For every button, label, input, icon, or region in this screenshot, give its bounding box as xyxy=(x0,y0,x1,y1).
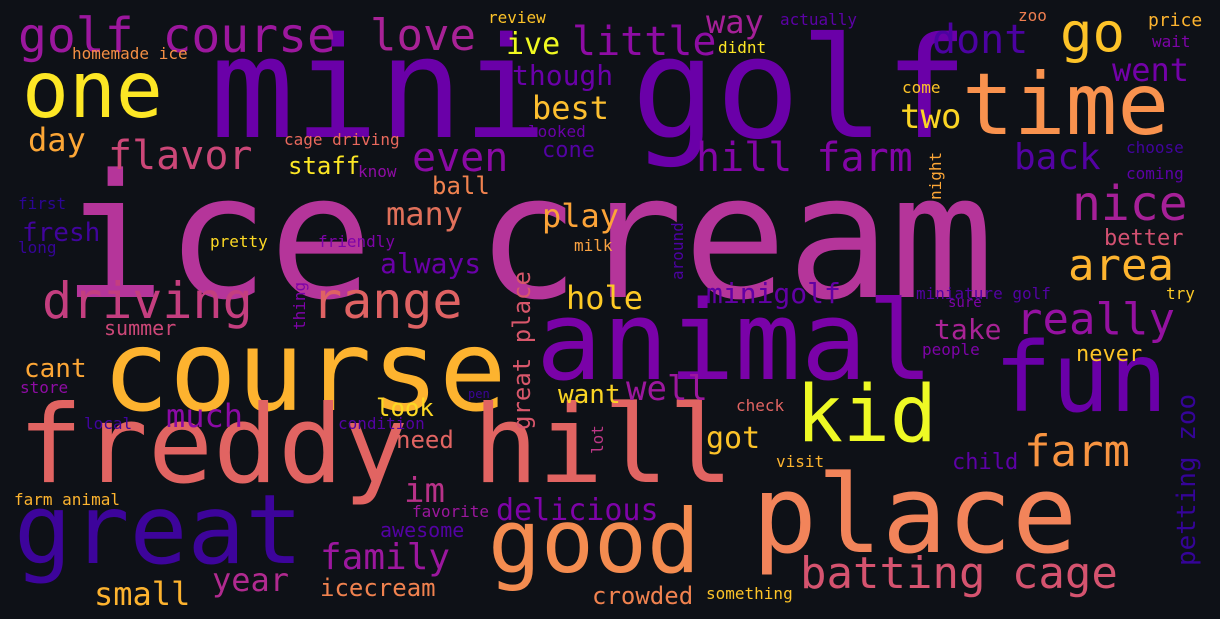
word-first: first xyxy=(18,196,66,212)
word-nice: nice xyxy=(1072,180,1188,228)
word-back: back xyxy=(1014,140,1101,176)
word-hole: hole xyxy=(566,282,643,314)
word-wait: wait xyxy=(1152,34,1191,50)
word-kid: kid xyxy=(796,376,937,454)
word-around: around xyxy=(670,222,686,280)
word-sure: sure xyxy=(948,296,982,310)
word-something: something xyxy=(706,586,793,602)
word-went: went xyxy=(1112,54,1189,86)
word-small: small xyxy=(94,578,190,610)
word-looked: looked xyxy=(528,124,586,140)
word-homemade-ice: homemade ice xyxy=(72,46,188,62)
word-review: review xyxy=(488,10,546,26)
word-check: check xyxy=(736,398,784,414)
word-never: never xyxy=(1076,344,1142,366)
word-know: know xyxy=(358,164,397,180)
word-way: way xyxy=(706,6,764,38)
word-try: try xyxy=(1166,286,1195,302)
word-didnt: didnt xyxy=(718,40,766,56)
word-people: people xyxy=(922,342,980,358)
word-crowded: crowded xyxy=(592,584,693,608)
word-miniature-golf: miniature golf xyxy=(916,286,1051,302)
word-petting-zoo: petting zoo xyxy=(1174,394,1200,566)
word-lot: lot xyxy=(590,425,606,454)
word-long: long xyxy=(18,240,57,256)
word-though: though xyxy=(512,62,613,90)
word-got: got xyxy=(706,424,760,454)
word-family: family xyxy=(320,540,450,576)
word-dont: dont xyxy=(932,20,1028,60)
word-well: well xyxy=(626,372,708,406)
word-zoo: zoo xyxy=(1018,8,1047,24)
word-better: better xyxy=(1104,228,1183,250)
word-day: day xyxy=(28,124,86,156)
word-actually: actually xyxy=(780,12,857,28)
word-milk: milk xyxy=(574,238,613,254)
word-thing: thing xyxy=(292,282,308,330)
word-little: little xyxy=(572,22,717,62)
word-want: want xyxy=(558,382,621,408)
word-summer: summer xyxy=(104,318,176,338)
word-store: store xyxy=(20,380,68,396)
word-always: always xyxy=(380,250,481,278)
word-cone: cone xyxy=(542,140,595,162)
word-hill-farm: hill farm xyxy=(696,138,913,178)
word-play: play xyxy=(542,200,619,232)
word-best: best xyxy=(532,92,609,124)
word-flavor: flavor xyxy=(108,136,253,176)
word-year: year xyxy=(212,564,289,596)
word-delicious: delicious xyxy=(496,496,659,526)
word-visit: visit xyxy=(776,454,824,470)
word-two: two xyxy=(900,100,961,134)
word-cage-driving: cage driving xyxy=(284,132,400,148)
word-farm-animal: farm animal xyxy=(14,492,120,508)
word-night: night xyxy=(928,152,944,200)
word-ball: ball xyxy=(432,174,490,198)
word-pretty: pretty xyxy=(210,234,268,250)
word-great-place: great place xyxy=(510,271,534,430)
word-ive: ive xyxy=(506,30,560,60)
word-really: really xyxy=(1016,298,1175,342)
word-awesome: awesome xyxy=(380,520,464,540)
word-icecream: icecream xyxy=(320,576,436,600)
word-much: much xyxy=(166,400,243,432)
word-farm: farm xyxy=(1024,430,1130,474)
word-price: price xyxy=(1148,12,1202,30)
word-range: range xyxy=(312,276,463,326)
word-love: love xyxy=(370,14,476,58)
word-batting-cage: batting cage xyxy=(800,552,1118,596)
word-many: many xyxy=(386,198,463,230)
word-condition: condition xyxy=(338,416,425,432)
word-friendly: friendly xyxy=(318,234,395,250)
word-choose: choose xyxy=(1126,140,1184,156)
word-minigolf: minigolf xyxy=(706,280,841,308)
word-local: local xyxy=(84,416,132,432)
word-favorite: favorite xyxy=(412,504,489,520)
word-pen: pen xyxy=(468,388,490,400)
word-coming: coming xyxy=(1126,166,1184,182)
word-staff: staff xyxy=(288,154,360,178)
word-come: come xyxy=(902,80,941,96)
word-child: child xyxy=(952,452,1018,474)
